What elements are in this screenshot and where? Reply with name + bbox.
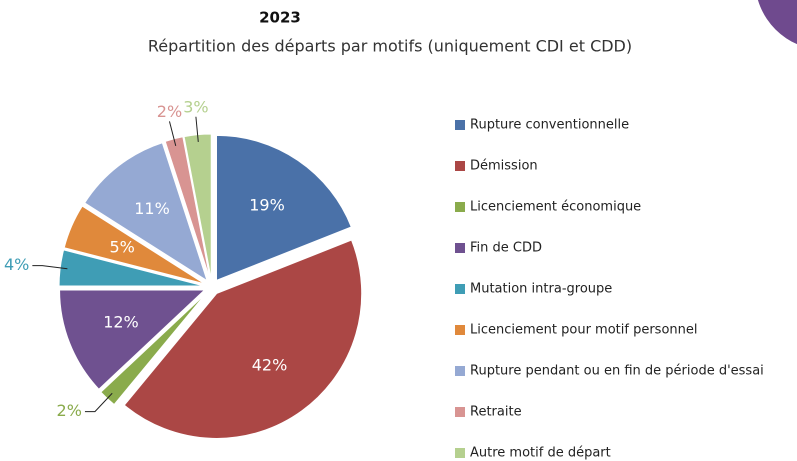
legend-swatch: [455, 243, 465, 253]
slice-label: 11%: [134, 199, 170, 218]
legend-swatch: [455, 120, 465, 130]
pie-slice: [215, 134, 352, 282]
leader-line: [195, 116, 199, 142]
pie-slice: [123, 239, 363, 439]
slice-label: 5%: [109, 238, 134, 257]
legend-swatch: [455, 202, 465, 212]
legend-text: Licenciement économique: [470, 200, 641, 215]
legend-swatch: [455, 448, 465, 458]
chart-title: 2023: [259, 9, 301, 27]
leader-line: [168, 121, 177, 146]
slice-label: 2%: [157, 102, 182, 121]
legend-text: Rupture conventionnelle: [470, 118, 629, 133]
legend-swatch: [455, 325, 465, 335]
pie-slice: [83, 142, 209, 282]
pie-slice: [63, 205, 205, 285]
legend-swatch: [455, 284, 465, 294]
legend-text: Fin de CDD: [470, 241, 542, 256]
legend-text: Licenciement pour motif personnel: [470, 323, 698, 338]
pie-slice: [59, 289, 206, 390]
legend-swatch: [455, 366, 465, 376]
leader-line: [32, 265, 68, 270]
slice-label: 19%: [249, 196, 285, 215]
slice-label: 4%: [4, 255, 29, 274]
chart-subtitle: Répartition des départs par motifs (uniq…: [148, 37, 632, 56]
slice-label: 42%: [252, 356, 288, 375]
legend-text: Retraite: [470, 405, 522, 420]
slice-label: 3%: [183, 97, 208, 116]
legend-swatch: [455, 161, 465, 171]
legend-text: Autre motif de départ: [470, 446, 611, 461]
legend-swatch: [455, 407, 465, 417]
legend-text: Mutation intra-groupe: [470, 282, 612, 297]
slice-label: 2%: [57, 401, 82, 420]
legend-text: Démission: [470, 159, 538, 174]
decor-circle: [757, 0, 797, 45]
legend-text: Rupture pendant ou en fin de période d'e…: [470, 364, 764, 379]
leader-line: [84, 392, 113, 413]
slice-label: 12%: [103, 313, 139, 332]
